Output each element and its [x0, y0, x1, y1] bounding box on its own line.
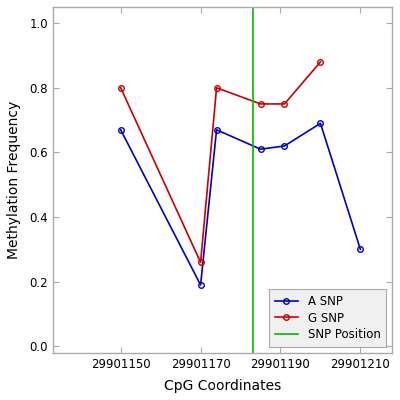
G SNP [214, 85, 219, 90]
A SNP [118, 127, 123, 132]
A SNP [318, 121, 323, 126]
A SNP [214, 127, 219, 132]
Line: A SNP: A SNP [118, 120, 363, 288]
Line: G SNP: G SNP [118, 59, 323, 265]
Legend: A SNP, G SNP, SNP Position: A SNP, G SNP, SNP Position [269, 289, 386, 347]
G SNP [118, 85, 123, 90]
A SNP [258, 147, 263, 152]
Y-axis label: Methylation Frequency: Methylation Frequency [7, 101, 21, 259]
A SNP [198, 282, 203, 287]
X-axis label: CpG Coordinates: CpG Coordinates [164, 379, 281, 393]
G SNP [282, 102, 287, 106]
A SNP [282, 144, 287, 148]
G SNP [318, 60, 323, 64]
G SNP [198, 260, 203, 265]
G SNP [258, 102, 263, 106]
A SNP [358, 247, 363, 252]
